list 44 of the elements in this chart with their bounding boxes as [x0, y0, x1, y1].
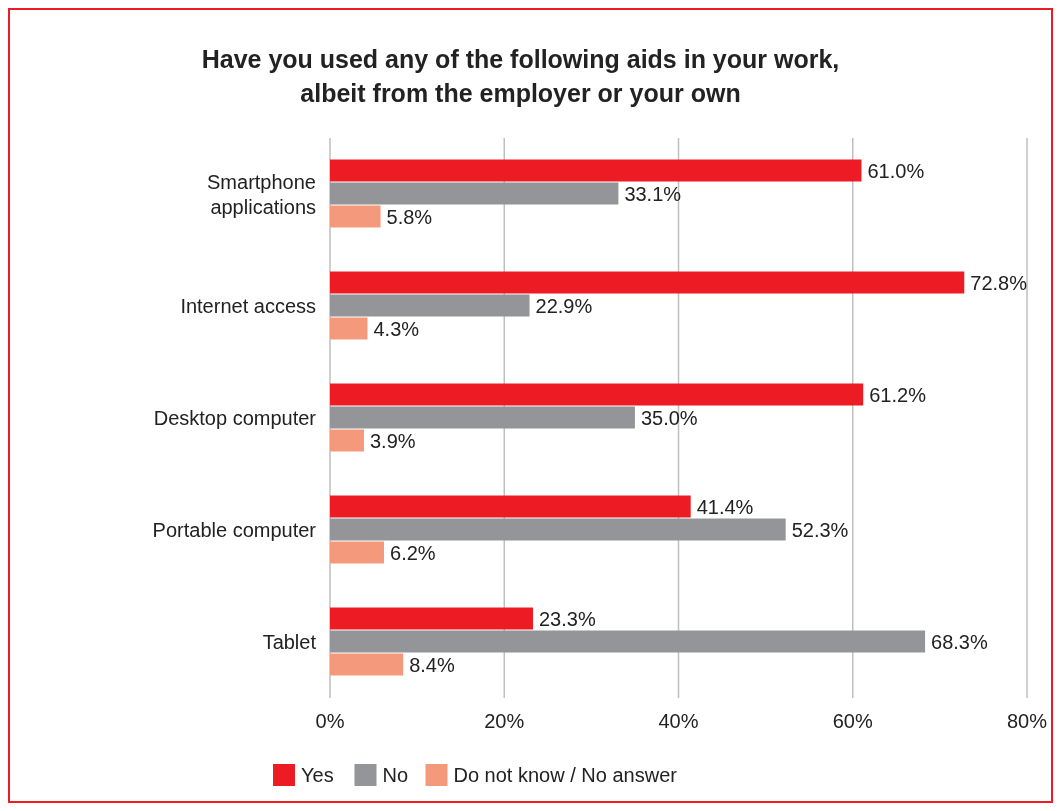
x-tick-label: 0%	[315, 710, 345, 732]
bar	[330, 317, 368, 340]
data-label: 4.3%	[373, 318, 420, 340]
data-label: 72.8%	[970, 272, 1028, 294]
data-label: 33.1%	[624, 183, 682, 205]
x-tick-label: 40%	[658, 710, 699, 732]
bar	[330, 541, 385, 564]
bar	[330, 406, 635, 429]
data-label: 61.2%	[869, 384, 927, 406]
legend-label: No	[382, 764, 409, 786]
legend-label: Yes	[301, 764, 334, 786]
bar	[330, 182, 619, 205]
y-tick-label: Smartphone applications	[207, 171, 316, 218]
data-label: 6.2%	[390, 542, 436, 564]
x-tick-label: 20%	[484, 710, 525, 732]
bar	[330, 518, 786, 541]
data-label: 22.9%	[535, 295, 593, 317]
chart-title: Have you used any of the following aids in your work, albeit from the employer or your own	[201, 45, 840, 107]
x-tick-label: 60%	[832, 710, 873, 732]
data-label: 8.4%	[409, 654, 455, 676]
bar	[330, 653, 404, 676]
bar	[330, 271, 965, 294]
bar	[330, 429, 364, 452]
bar	[330, 630, 926, 653]
data-label: 41.4%	[696, 496, 754, 518]
bar	[330, 607, 533, 630]
y-tick-label: Portable computer	[152, 519, 317, 541]
data-label: 61.0%	[867, 160, 925, 182]
data-label: 52.3%	[791, 519, 849, 541]
legend-label: Do not know / No answer	[453, 764, 678, 786]
bar	[330, 294, 530, 317]
data-label: 5.8%	[386, 206, 433, 228]
bar	[330, 205, 381, 228]
data-label: 3.9%	[369, 430, 416, 452]
x-tick-label: 80%	[1006, 710, 1048, 732]
data-label: 68.3%	[931, 631, 988, 653]
bar	[330, 495, 691, 518]
y-tick-label: Desktop computer	[153, 407, 317, 429]
data-label: 23.3%	[539, 608, 596, 630]
bar	[330, 383, 864, 406]
bar	[330, 159, 862, 182]
data-label: 35.0%	[640, 407, 698, 429]
y-tick-label: Tablet	[262, 631, 317, 653]
y-tick-label: Internet access	[180, 295, 316, 317]
